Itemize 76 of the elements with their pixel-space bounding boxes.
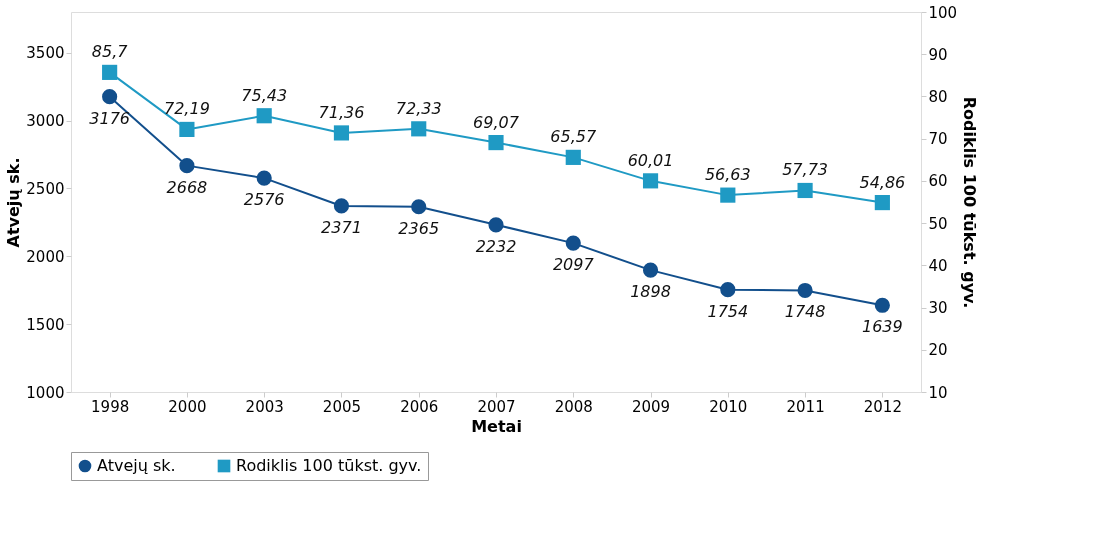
point (874, 297, 890, 313)
y2-tick-label: 10 (928, 383, 948, 402)
point (797, 282, 813, 299)
data-label: 2371 (321, 217, 362, 237)
data-label: 2097 (552, 255, 595, 275)
point (256, 108, 272, 124)
y2-tick-label: 90 (928, 45, 948, 64)
point (256, 170, 272, 186)
point (642, 173, 659, 189)
point (874, 195, 890, 211)
data-label: 72,33 (395, 98, 442, 118)
legend-label: Rodiklis 100 tūkst. gyv. (236, 456, 422, 475)
point (411, 199, 427, 215)
x-tick-label: 2005 (322, 397, 362, 416)
data-label: 2365 (398, 218, 440, 238)
y2-tick-label: 50 (928, 214, 948, 233)
data-label: 60,01 (627, 150, 674, 170)
point (179, 158, 195, 174)
y-tick-label: 3500 (26, 44, 65, 63)
data-label: 54,86 (859, 172, 906, 192)
x-tick-label: 2000 (168, 397, 207, 416)
data-label: 1748 (784, 302, 826, 322)
data-label: 1639 (862, 317, 903, 337)
y-tick-label: 1500 (26, 315, 65, 334)
data-label: 56,63 (704, 165, 751, 185)
data-label: 71,36 (318, 102, 365, 122)
point (720, 282, 736, 298)
point (333, 198, 350, 214)
point (411, 121, 427, 137)
data-label: 2232 (475, 236, 517, 256)
x-tick-label: 2008 (554, 397, 593, 416)
y2-tick-label: 30 (928, 299, 948, 318)
y2-tick-label: 60 (928, 172, 948, 191)
data-label: 2668 (166, 177, 208, 197)
data-label: 3176 (89, 108, 130, 128)
x-tick-label: 2003 (245, 397, 284, 416)
y2-tick-label: 80 (928, 87, 948, 106)
data-label: 1754 (707, 301, 749, 321)
data-label: 2576 (243, 190, 285, 210)
y-axis-title: Atvejų sk. (4, 157, 24, 248)
x-tick-label: 2007 (477, 397, 516, 416)
point (565, 149, 581, 165)
legend-label: Atvejų sk. (97, 456, 176, 475)
data-label: 69,07 (473, 112, 520, 132)
data-label: 75,43 (241, 85, 288, 105)
point (488, 217, 504, 233)
data-label: 72,19 (164, 99, 210, 119)
data-label: 1898 (630, 282, 671, 302)
y2-tick-label: 20 (928, 341, 948, 360)
x-tick-label: 2006 (400, 397, 439, 416)
data-label: 85,7 (91, 42, 129, 62)
point (797, 182, 813, 199)
point (102, 64, 118, 80)
y-tick-label: 2000 (26, 247, 65, 266)
y-tick-label: 3000 (26, 112, 65, 131)
data-label: 65,57 (550, 127, 597, 147)
point (720, 187, 736, 203)
x-tick-label: 2012 (863, 397, 902, 416)
y-tick-label: 1000 (26, 383, 65, 402)
point (333, 125, 350, 141)
x-tick-label: 1998 (91, 397, 130, 416)
y2-tick-label: 70 (928, 130, 948, 149)
y2-tick-label: 100 (928, 3, 958, 22)
point (102, 89, 118, 105)
y2-axis-title: Rodiklis 100 tūkst. gyv. (960, 96, 980, 309)
point (565, 235, 581, 251)
x-tick-label: 2011 (786, 397, 825, 416)
y-tick-label: 2500 (26, 179, 65, 198)
x-tick-label: 2009 (631, 397, 671, 416)
point (179, 121, 195, 137)
y2-tick-label: 40 (928, 256, 948, 275)
data-label: 57,73 (782, 160, 828, 180)
x-axis-title: Metai (471, 416, 522, 436)
point (642, 262, 659, 278)
point (488, 135, 504, 151)
x-tick-label: 2010 (709, 397, 748, 416)
